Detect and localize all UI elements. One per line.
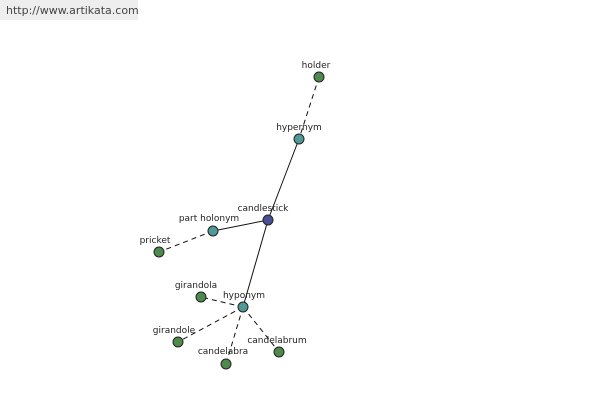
node-label[interactable]: candlestick — [238, 204, 290, 214]
node[interactable] — [153, 246, 165, 258]
node-label[interactable]: girandola — [175, 281, 217, 291]
dashed-edge — [200, 296, 244, 308]
site-url[interactable]: http://www.artikata.com — [0, 0, 139, 20]
node-label[interactable]: hyponym — [223, 291, 265, 301]
dashed-edge — [298, 76, 320, 140]
node-label[interactable]: hypernym — [276, 123, 322, 133]
edge — [267, 138, 300, 221]
node[interactable] — [262, 214, 274, 226]
node-label[interactable]: girandole — [153, 326, 196, 336]
node[interactable] — [313, 71, 325, 83]
node-label[interactable]: pricket — [140, 236, 171, 246]
node[interactable] — [220, 358, 232, 370]
node-label[interactable]: candelabrum — [247, 336, 306, 346]
edges — [158, 76, 320, 365]
dashed-edge — [242, 306, 280, 353]
edge — [242, 219, 269, 308]
node-label[interactable]: candelabra — [198, 347, 248, 357]
node[interactable] — [293, 133, 305, 145]
node-label[interactable]: part holonym — [179, 214, 239, 224]
dashed-edge — [225, 306, 244, 365]
node[interactable] — [237, 301, 249, 313]
node[interactable] — [273, 346, 285, 358]
node[interactable] — [207, 225, 219, 237]
dashed-edge — [158, 230, 214, 253]
node[interactable] — [172, 336, 184, 348]
node[interactable] — [195, 291, 207, 303]
edge — [212, 219, 269, 232]
dashed-edge — [177, 306, 244, 343]
node-label[interactable]: holder — [302, 61, 331, 71]
